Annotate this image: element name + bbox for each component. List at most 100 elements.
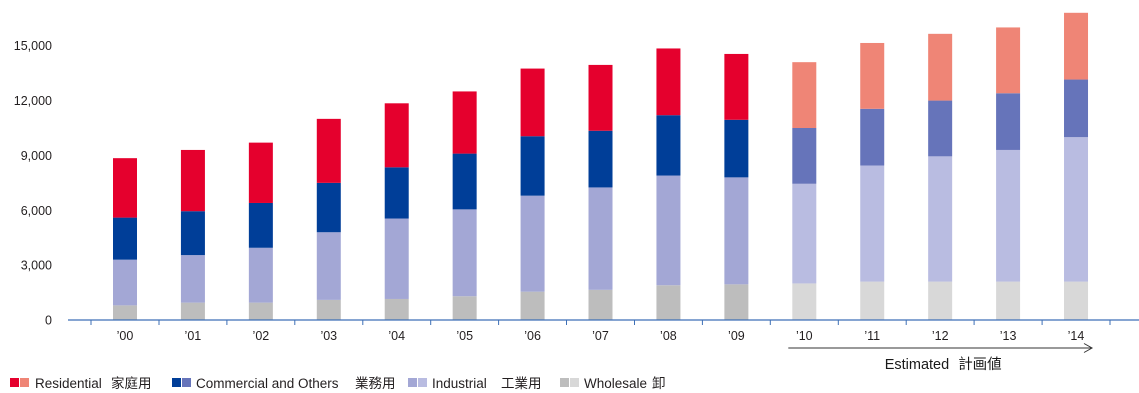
bar-segment-commercial-and-others-12 (928, 100, 953, 157)
bar-segment-residential-11 (860, 42, 885, 109)
legend-label-ja: 家庭用 (111, 375, 152, 391)
y-axis: 0 3,000 6,000 9,000 12,000 15,000 (14, 39, 52, 327)
legend-swatch-estimated (182, 378, 191, 387)
legend-label: Residential (35, 376, 102, 391)
bar-segment-wholesale-12 (928, 281, 953, 320)
x-tick-label: ’04 (388, 329, 405, 343)
legend-label-ja: 工業用 (501, 376, 542, 391)
x-tick-label: ’01 (185, 329, 202, 343)
bar-segment-residential-12 (928, 33, 953, 101)
y-tick-label: 6,000 (21, 204, 52, 218)
bar-segment-commercial-and-others-06 (520, 136, 545, 196)
bar-segment-residential-04 (384, 103, 409, 168)
bar-stack-01 (180, 149, 205, 320)
legend-label-ja: 卸 (652, 376, 666, 391)
x-tick-label: ’09 (728, 329, 745, 343)
bar-segment-residential-02 (248, 142, 273, 203)
x-axis: ’00 ’01 ’02 ’03 ’04 ’05 ’06 ’07 ’08 ’09 ’10 ’11 ’12 ’… (68, 319, 1139, 343)
bar-segment-wholesale-11 (860, 281, 885, 320)
bar-stack-04 (384, 103, 409, 320)
bar-stack-03 (316, 118, 341, 320)
x-tick-label: ’08 (660, 329, 677, 343)
x-tick-label: ’07 (592, 329, 609, 343)
x-tick-label: ’14 (1068, 329, 1085, 343)
bar-stack-07 (588, 64, 613, 320)
bar-stack-10 (792, 62, 817, 320)
bar-segment-commercial-and-others-11 (860, 108, 885, 166)
bar-segment-wholesale-00 (113, 305, 137, 320)
estimated-label-ja: 計画値 (958, 356, 1002, 373)
bar-segment-commercial-and-others-04 (384, 167, 409, 219)
y-tick-label: 0 (45, 314, 52, 328)
bar-segment-industrial-08 (656, 175, 681, 286)
plot-bars (113, 12, 1089, 320)
bar-stack-14 (1064, 12, 1089, 320)
bar-stack-00 (113, 158, 137, 320)
bar-segment-industrial-13 (996, 149, 1021, 282)
bar-segment-wholesale-03 (316, 299, 341, 320)
y-tick-label: 9,000 (21, 149, 52, 163)
arrow-right-icon (1083, 343, 1094, 353)
bar-stack-12 (928, 33, 953, 320)
bar-segment-residential-09 (724, 53, 749, 120)
bar-segment-residential-06 (520, 68, 545, 137)
bar-segment-commercial-and-others-05 (452, 153, 477, 210)
x-tick-label: ’00 (117, 329, 134, 343)
bar-segment-wholesale-04 (384, 298, 409, 320)
bar-segment-residential-13 (996, 27, 1021, 94)
bar-stack-06 (520, 68, 545, 320)
legend-swatch-actual (10, 378, 19, 387)
legend-swatch-estimated (418, 378, 427, 387)
estimated-label-en: Estimated (885, 357, 949, 373)
x-tick-label: ’03 (320, 329, 337, 343)
bar-segment-residential-05 (452, 91, 477, 154)
legend-item-residential: Residential 家庭用 (10, 375, 152, 391)
estimated-annotation: Estimated 計画値 (788, 343, 1094, 373)
bar-segment-industrial-04 (384, 218, 409, 299)
bar-segment-industrial-10 (792, 183, 817, 284)
x-tick-label: ’10 (796, 329, 813, 343)
bar-segment-commercial-and-others-02 (248, 202, 273, 248)
legend-label-ja: 業務用 (355, 376, 396, 391)
bar-segment-industrial-00 (113, 259, 137, 306)
bar-segment-industrial-02 (248, 247, 273, 303)
legend: Residential 家庭用 Commercial and Others 業務… (10, 375, 666, 391)
legend-swatch-actual (408, 378, 417, 387)
legend-swatch-actual (560, 378, 569, 387)
bar-segment-wholesale-14 (1064, 281, 1089, 320)
y-tick-label: 15,000 (14, 39, 52, 53)
bar-segment-residential-00 (113, 158, 137, 218)
bar-segment-wholesale-09 (724, 284, 749, 320)
bar-segment-industrial-01 (180, 255, 205, 303)
bar-segment-commercial-and-others-07 (588, 130, 613, 188)
bar-segment-residential-01 (180, 149, 205, 212)
legend-swatch-estimated (20, 378, 29, 387)
legend-item-commercial-and-others: Commercial and Others 業務用 (172, 376, 396, 391)
bar-segment-commercial-and-others-00 (113, 217, 137, 260)
bar-segment-industrial-12 (928, 156, 953, 282)
bar-segment-wholesale-08 (656, 285, 681, 320)
bar-stack-02 (248, 142, 273, 320)
y-tick-label: 3,000 (21, 259, 52, 273)
bar-segment-industrial-05 (452, 209, 477, 297)
bar-segment-residential-03 (316, 118, 341, 183)
bar-segment-wholesale-06 (520, 291, 545, 320)
bar-segment-commercial-and-others-14 (1064, 79, 1089, 138)
legend-label: Commercial and Others (196, 376, 339, 391)
bar-segment-residential-07 (588, 64, 613, 131)
legend-item-wholesale: Wholesale 卸 (560, 376, 666, 391)
bar-stack-09 (724, 53, 749, 320)
bar-segment-commercial-and-others-01 (180, 211, 205, 256)
x-tick-label: ’05 (456, 329, 473, 343)
bar-segment-industrial-11 (860, 165, 885, 282)
x-tick-label: ’13 (1000, 329, 1017, 343)
bar-segment-commercial-and-others-08 (656, 115, 681, 176)
bar-stack-05 (452, 91, 477, 320)
bar-segment-wholesale-01 (180, 302, 205, 320)
bar-segment-industrial-14 (1064, 137, 1089, 282)
bar-segment-industrial-07 (588, 187, 613, 290)
bar-stack-13 (996, 27, 1021, 320)
x-tick-label: ’02 (253, 329, 270, 343)
bar-segment-commercial-and-others-09 (724, 119, 749, 178)
estimated-label: Estimated 計画値 (885, 356, 1002, 373)
